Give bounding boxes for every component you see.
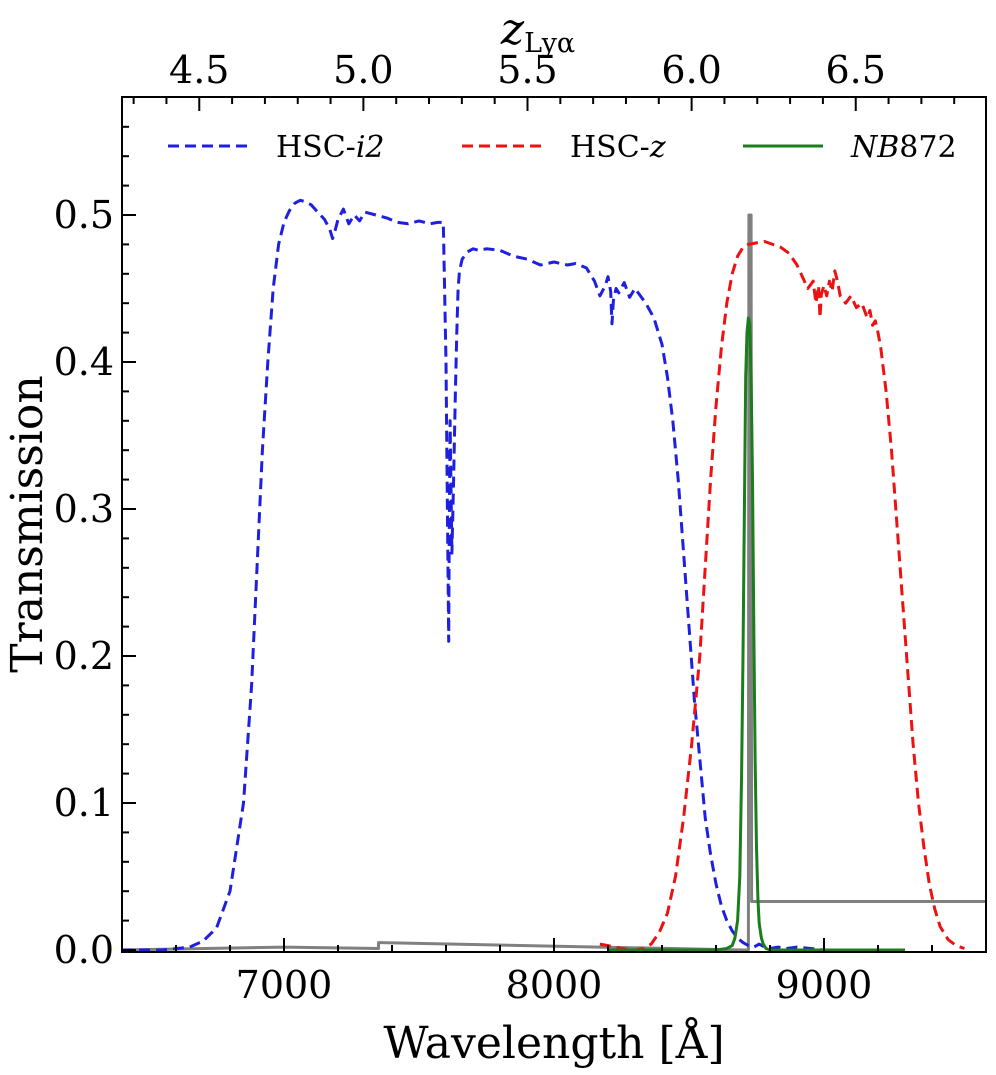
legend-entry-hsc-z: HSC-z [462, 130, 666, 165]
x-tick-label: 8000 [506, 963, 603, 1007]
chart-curves [122, 198, 986, 952]
y-tick-label: 0.2 [54, 634, 114, 678]
top-tick-label: 5.0 [333, 48, 393, 92]
y-axis-label: Transmission [2, 375, 53, 672]
y-tick-label: 0.1 [54, 781, 114, 825]
top-axis-label: zLyα [500, 4, 575, 59]
x-tick-label: 9000 [776, 963, 873, 1007]
legend: HSC-i2 HSC-z NB872 [168, 130, 957, 165]
series-line-nb872 [608, 316, 905, 952]
series-line-hsc-z [599, 240, 965, 952]
top-tick-label: 5.5 [497, 48, 557, 92]
y-tick-label: 0.5 [54, 193, 114, 237]
top-tick-label: 6.0 [661, 48, 721, 92]
series-line-hsc-i2 [122, 198, 825, 952]
legend-entry-nb872: NB872 [743, 130, 957, 165]
legend-label: HSC-z [570, 130, 666, 165]
legend-entry-hsc-i2: HSC-i2 [168, 130, 385, 165]
series-line-reference [122, 213, 986, 952]
x-axis-label: Wavelength [Å] [383, 1016, 724, 1069]
axis-ticks [122, 97, 987, 952]
y-tick-label: 0.3 [54, 487, 114, 531]
top-tick-label: 4.5 [169, 48, 229, 92]
x-tick-label: 7000 [236, 963, 333, 1007]
legend-label: HSC-i2 [276, 130, 385, 165]
top-axis-label-base: z [500, 4, 525, 55]
top-axis-label-subscript: Lyα [524, 28, 575, 59]
legend-label: NB872 [850, 130, 957, 165]
y-tick-label: 0.4 [54, 340, 114, 384]
axis-tick-labels: 7000 8000 9000 0.0 0.1 0.2 0.3 0.4 0.5 4.5 5.0 5.5 6… [54, 48, 886, 1007]
plot-frame [121, 96, 987, 953]
y-tick-label: 0.0 [54, 928, 114, 972]
top-tick-label: 6.5 [826, 48, 886, 92]
